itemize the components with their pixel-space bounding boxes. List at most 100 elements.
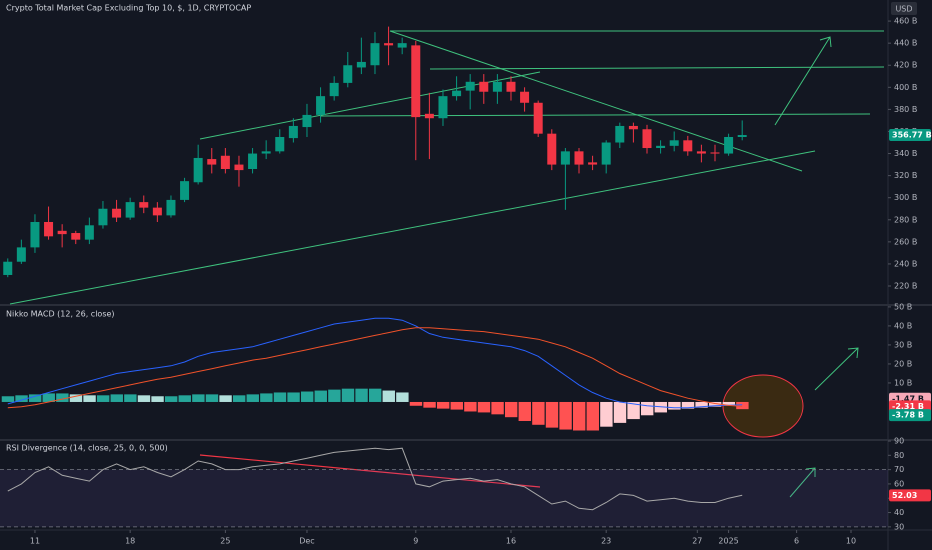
histogram-bar bbox=[382, 390, 395, 402]
histogram-bar bbox=[110, 394, 123, 402]
macd-last: -1.47 B bbox=[892, 394, 924, 403]
rsi-last: 52.03 bbox=[892, 491, 917, 500]
histogram-bar bbox=[559, 401, 572, 430]
candle-body bbox=[628, 125, 638, 130]
histogram-bar bbox=[708, 401, 722, 407]
candle-body bbox=[737, 135, 747, 137]
histogram-bar bbox=[423, 401, 436, 408]
histogram-bar bbox=[28, 394, 42, 402]
candle-body bbox=[356, 61, 366, 68]
candle-body bbox=[656, 145, 666, 149]
histogram-bar bbox=[341, 388, 355, 402]
rsi-title: RSI Divergence (14, close, 25, 0, 0, 500… bbox=[6, 444, 168, 453]
candle-body bbox=[710, 152, 720, 154]
y-tick-label: 280 B bbox=[894, 215, 917, 224]
histogram-bar bbox=[396, 392, 409, 402]
histogram-bar bbox=[600, 401, 613, 427]
candle-body bbox=[261, 151, 271, 154]
histogram-last-box bbox=[889, 409, 931, 422]
histogram-bar bbox=[504, 401, 518, 418]
candle-body bbox=[302, 114, 312, 128]
highlight-circle bbox=[722, 374, 804, 438]
candle-body bbox=[588, 162, 598, 165]
arrow bbox=[814, 347, 859, 391]
histogram-bar bbox=[137, 395, 151, 402]
y-tick-label: 460 B bbox=[894, 17, 917, 26]
rsi-last-box bbox=[889, 489, 931, 502]
candle-body bbox=[30, 221, 40, 248]
histogram-bar bbox=[722, 401, 735, 406]
x-tick-label: 10 bbox=[846, 537, 856, 546]
histogram-bar bbox=[491, 401, 504, 415]
x-tick-label: 16 bbox=[506, 537, 516, 546]
candle-body bbox=[207, 159, 217, 165]
histogram-bar bbox=[151, 396, 164, 402]
x-tick-label: 18 bbox=[125, 537, 135, 546]
support-line bbox=[9, 150, 816, 305]
candle-body bbox=[112, 208, 122, 218]
histogram-bar bbox=[205, 394, 219, 402]
currency-box bbox=[891, 2, 917, 15]
candle-body bbox=[329, 82, 339, 97]
candle-body bbox=[166, 199, 176, 216]
candle-body bbox=[139, 202, 149, 208]
macd-title: Nikko MACD (12, 26, close) bbox=[6, 310, 115, 319]
histogram-bar bbox=[96, 395, 110, 402]
y-tick-label: 70 bbox=[894, 465, 904, 474]
histogram-bar bbox=[668, 401, 681, 410]
histogram-bar bbox=[640, 401, 654, 416]
candle-body bbox=[506, 81, 516, 92]
signal-last: -2.31 B bbox=[892, 402, 924, 411]
histogram-last: -3.78 B bbox=[892, 411, 924, 420]
y-tick-label: 420 B bbox=[894, 61, 917, 70]
histogram-bar bbox=[450, 401, 463, 410]
candle-body bbox=[288, 125, 298, 139]
candle-body bbox=[492, 81, 502, 92]
histogram-bar bbox=[15, 395, 28, 402]
candle-body bbox=[3, 261, 13, 275]
y-tick-label: 300 B bbox=[894, 193, 917, 202]
candle-body bbox=[520, 91, 530, 103]
histogram-bar bbox=[586, 401, 599, 431]
candle-body bbox=[397, 43, 407, 48]
histogram-bar bbox=[219, 395, 232, 402]
x-tick-label: 9 bbox=[413, 537, 418, 546]
candle-body bbox=[370, 43, 380, 66]
histogram-bar bbox=[260, 393, 273, 402]
x-tick-label: 6 bbox=[794, 537, 799, 546]
y-tick-label: 220 B bbox=[894, 282, 917, 291]
histogram-bar bbox=[518, 401, 531, 421]
y-tick-label: 30 B bbox=[894, 340, 912, 349]
histogram-bar bbox=[681, 401, 695, 409]
currency: USD bbox=[895, 5, 912, 14]
candle-body bbox=[71, 233, 81, 240]
histogram-bar bbox=[545, 401, 559, 428]
y-tick-label: 40 B bbox=[894, 321, 912, 330]
y-tick-label: 90 bbox=[894, 437, 904, 446]
candle-body bbox=[411, 45, 421, 118]
candle-body bbox=[479, 81, 489, 92]
candle-body bbox=[547, 133, 557, 165]
histogram-bar bbox=[83, 395, 96, 402]
y-tick-label: 400 B bbox=[894, 83, 917, 92]
candle-body bbox=[424, 113, 434, 119]
candle-body bbox=[248, 153, 258, 170]
candle-body bbox=[642, 129, 652, 149]
histogram-bar bbox=[436, 401, 450, 409]
histogram-bar bbox=[627, 401, 640, 420]
histogram-bar bbox=[532, 401, 545, 425]
histogram-bar bbox=[69, 394, 83, 402]
trend-line bbox=[389, 30, 803, 172]
y-tick-label: 440 B bbox=[894, 39, 917, 48]
y-tick-label: 260 B bbox=[894, 237, 917, 246]
candle-body bbox=[574, 151, 584, 165]
candle-body bbox=[98, 208, 108, 226]
y-tick-label: 340 B bbox=[894, 149, 917, 158]
candle-body bbox=[533, 102, 543, 134]
candle-body bbox=[234, 164, 244, 171]
histogram-bar bbox=[300, 391, 314, 402]
histogram-bar bbox=[572, 401, 586, 431]
resistance-line bbox=[429, 66, 885, 70]
candle-body bbox=[84, 225, 94, 240]
